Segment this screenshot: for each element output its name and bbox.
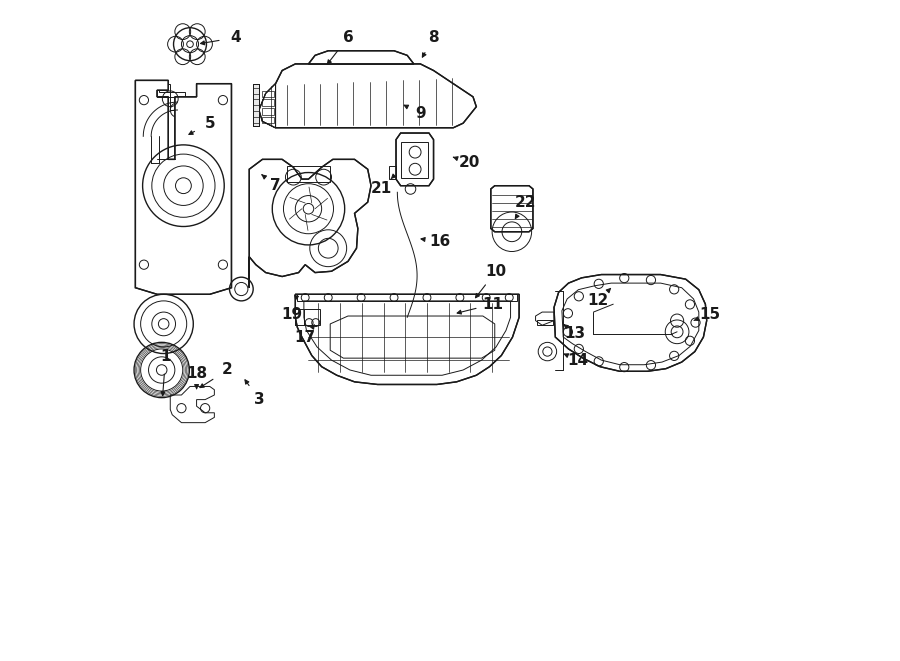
Polygon shape xyxy=(491,186,533,232)
Polygon shape xyxy=(309,51,414,64)
Text: 14: 14 xyxy=(568,352,589,368)
Text: 22: 22 xyxy=(515,194,536,210)
Text: 3: 3 xyxy=(254,392,265,407)
Text: 6: 6 xyxy=(343,30,354,45)
Text: 15: 15 xyxy=(699,307,721,321)
Text: 21: 21 xyxy=(370,182,392,196)
Text: 4: 4 xyxy=(230,30,241,45)
Text: 7: 7 xyxy=(270,178,281,193)
Text: 13: 13 xyxy=(564,327,586,341)
Text: 20: 20 xyxy=(459,155,481,170)
Text: 8: 8 xyxy=(428,30,439,45)
Polygon shape xyxy=(554,274,706,371)
Text: 12: 12 xyxy=(588,293,608,309)
Bar xyxy=(287,166,329,182)
Polygon shape xyxy=(259,64,476,128)
Bar xyxy=(263,99,274,106)
Text: 1: 1 xyxy=(160,349,171,364)
Bar xyxy=(263,108,274,114)
Text: 10: 10 xyxy=(485,264,507,279)
Bar xyxy=(263,116,274,123)
Text: 9: 9 xyxy=(415,106,426,121)
Polygon shape xyxy=(135,81,231,294)
Text: 11: 11 xyxy=(482,297,503,312)
Bar xyxy=(297,294,518,301)
Bar xyxy=(263,91,274,97)
Text: 2: 2 xyxy=(222,362,233,377)
Bar xyxy=(170,92,184,110)
Text: 16: 16 xyxy=(429,234,451,249)
Bar xyxy=(304,309,320,325)
Polygon shape xyxy=(253,84,259,126)
Polygon shape xyxy=(259,84,275,128)
Bar xyxy=(400,141,428,178)
Text: 19: 19 xyxy=(282,307,302,321)
Bar xyxy=(537,320,554,325)
Text: 17: 17 xyxy=(294,330,316,344)
Text: 5: 5 xyxy=(204,116,215,131)
Polygon shape xyxy=(295,294,519,385)
Text: 18: 18 xyxy=(186,366,207,381)
Polygon shape xyxy=(249,159,371,288)
Polygon shape xyxy=(396,133,434,186)
